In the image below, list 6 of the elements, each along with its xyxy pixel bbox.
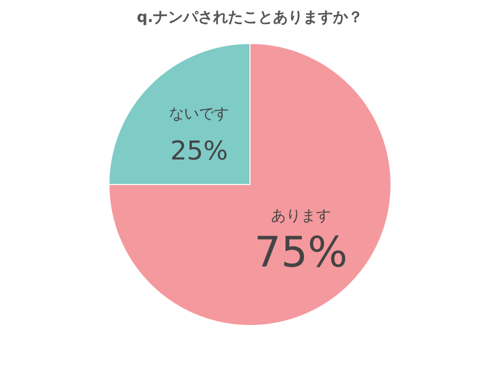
- pie-slice: [108, 43, 392, 326]
- chart-title: q.ナンパされたことありますか？: [136, 8, 364, 26]
- data-label: 25%: [170, 136, 228, 167]
- slice-label: ないです: [169, 104, 230, 123]
- slice-label: あります: [270, 206, 331, 224]
- data-label: 75%: [254, 227, 348, 276]
